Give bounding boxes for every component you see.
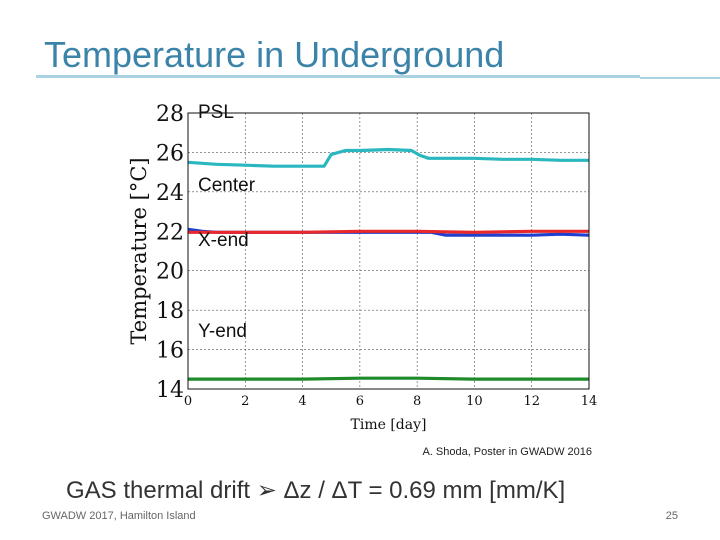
y-tick-label: 20 xyxy=(156,260,184,285)
x-tick-label: 8 xyxy=(413,394,421,409)
summary-text: GAS thermal drift ➢ Δz / ΔT = 0.69 mm [m… xyxy=(66,477,566,504)
plot-frame xyxy=(187,112,590,390)
y-tick-label: 26 xyxy=(156,141,184,166)
x-tick-label: 4 xyxy=(298,394,306,409)
x-tick-label: 14 xyxy=(581,394,598,409)
y-axis-label: Temperature [°C] xyxy=(127,157,151,344)
series-label-center: Center xyxy=(198,175,256,196)
series-label-y-end: Y-end xyxy=(198,321,247,342)
title-underline xyxy=(36,75,640,78)
series-line-y-end xyxy=(188,376,589,381)
title-underline-right xyxy=(640,77,720,79)
y-tick-label: 24 xyxy=(156,181,184,206)
y-tick-label: 22 xyxy=(156,220,184,245)
x-tick-label: 2 xyxy=(241,394,249,409)
x-tick-label: 0 xyxy=(184,394,192,409)
x-tick-label: 12 xyxy=(523,394,540,409)
series-label-x-end: X-end xyxy=(198,230,249,251)
x-axis-label: Time [day] xyxy=(351,417,427,433)
y-tick-label: 14 xyxy=(156,378,184,403)
series-line-x-end xyxy=(188,229,589,234)
x-tick-label: 6 xyxy=(356,394,364,409)
series-label-psl: PSL xyxy=(198,102,234,123)
slide-title: Temperature in Underground xyxy=(44,34,505,75)
series-line-psl xyxy=(187,147,589,168)
page-number: 25 xyxy=(665,510,678,522)
x-tick-label: 10 xyxy=(466,394,483,409)
y-tick-label: 18 xyxy=(156,299,184,324)
footer-conference: GWADW 2017, Hamilton Island xyxy=(42,510,196,522)
citation: A. Shoda, Poster in GWADW 2016 xyxy=(422,446,592,458)
y-tick-label: 16 xyxy=(156,339,184,364)
y-tick-label: 28 xyxy=(156,102,184,127)
